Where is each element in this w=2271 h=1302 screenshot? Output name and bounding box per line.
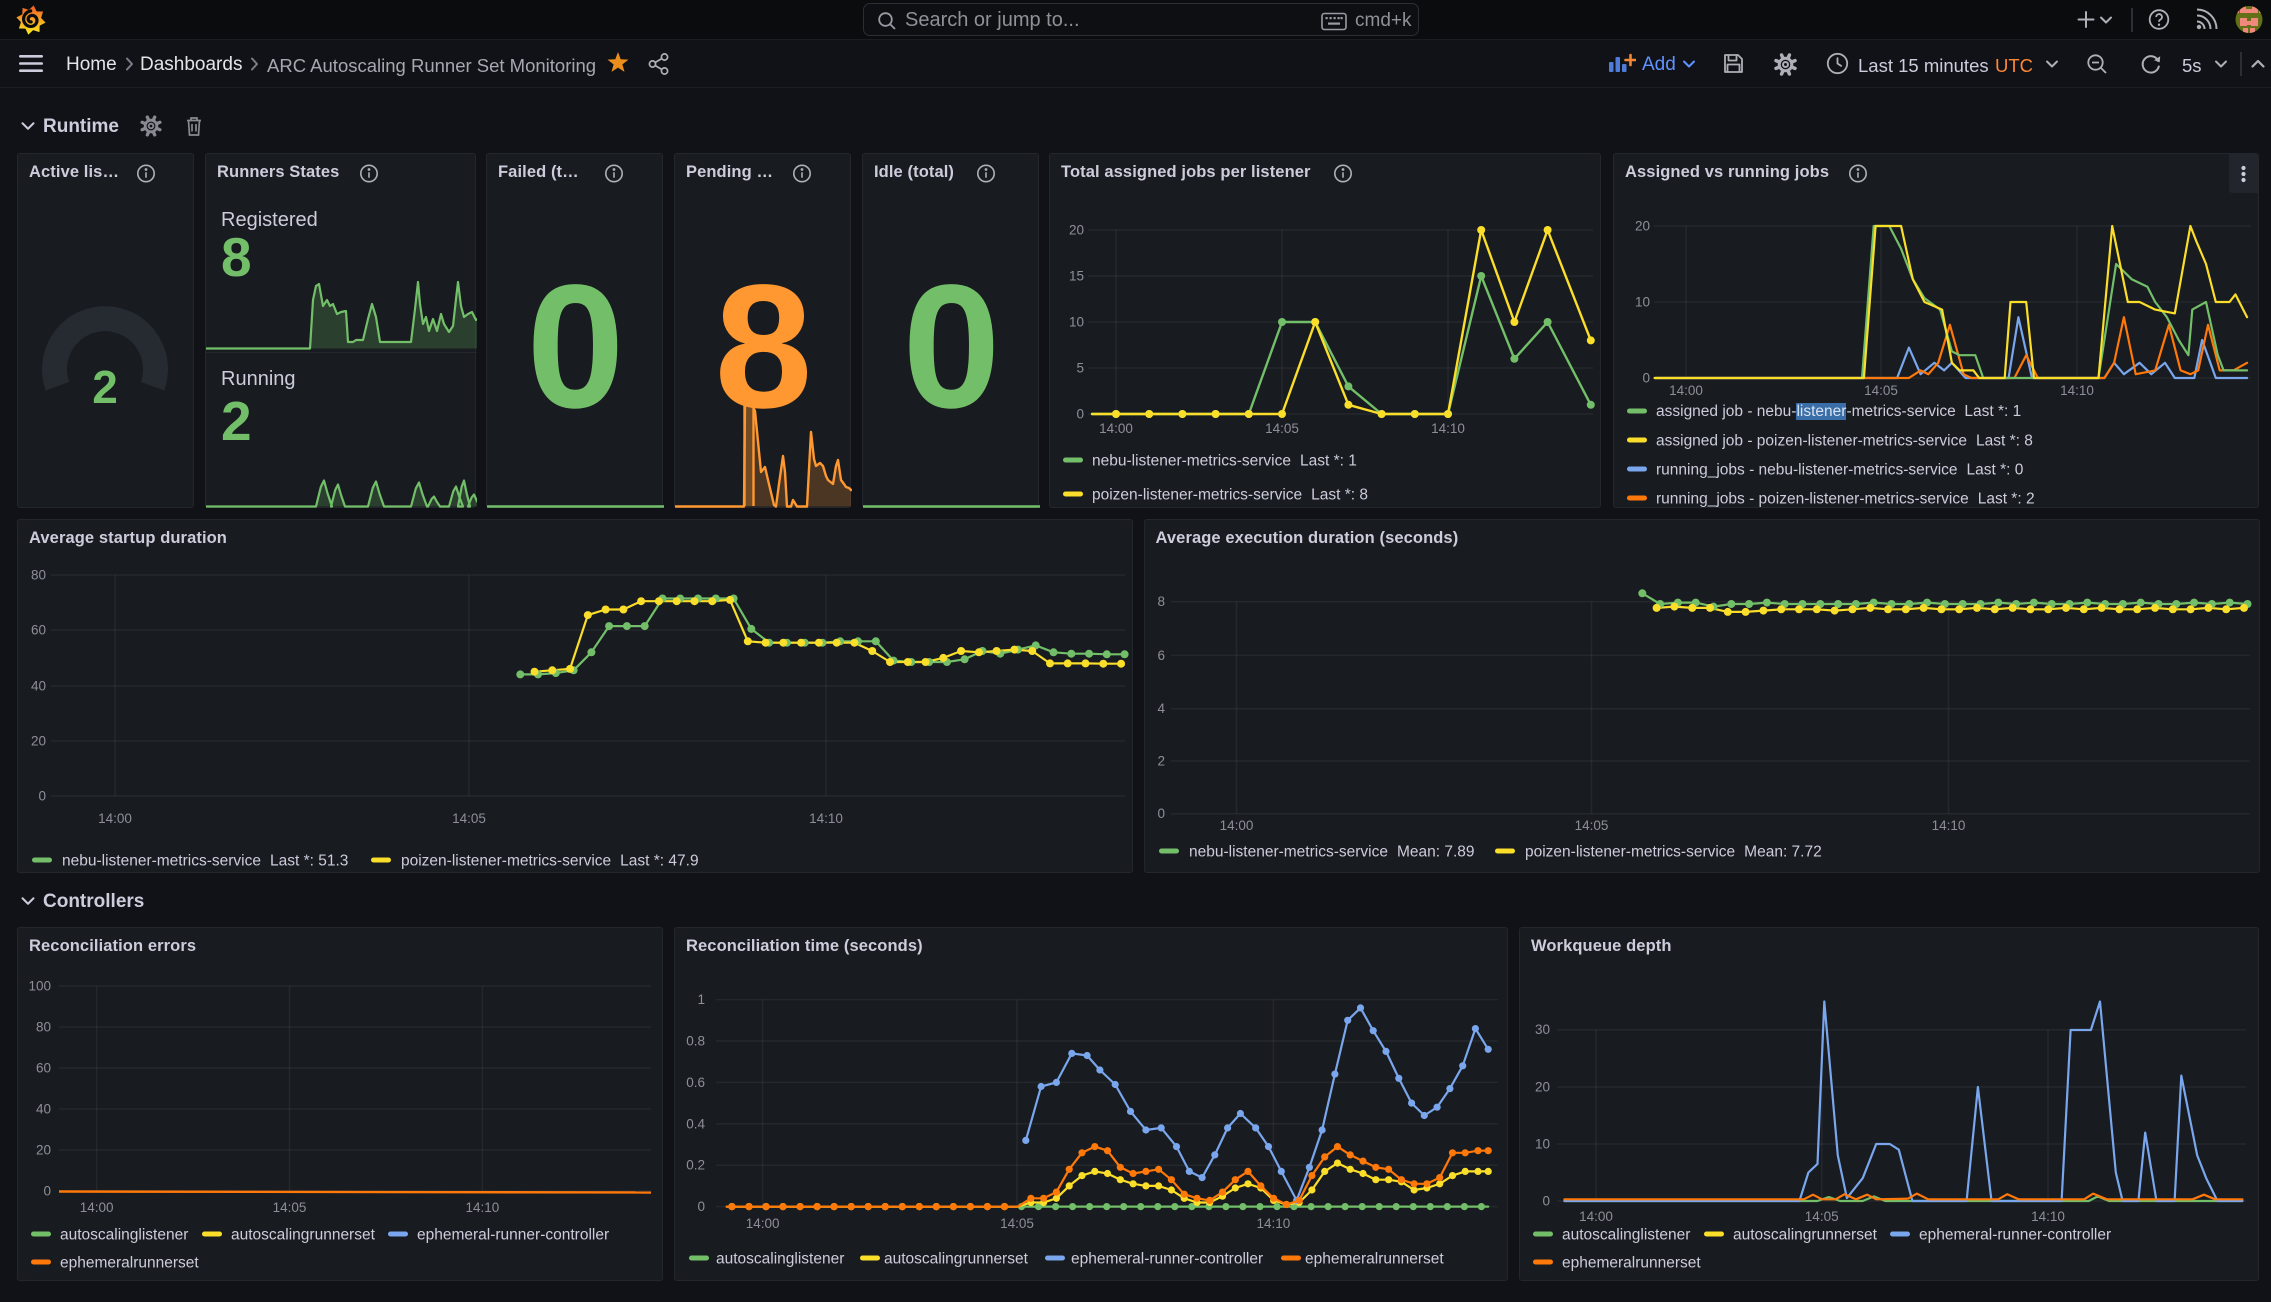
svg-text:80: 80 bbox=[31, 568, 46, 583]
svg-text:15: 15 bbox=[1069, 269, 1084, 284]
svg-text:14:00: 14:00 bbox=[1099, 421, 1133, 436]
svg-text:assigned job - poizen-listener: assigned job - poizen-listener-metrics-s… bbox=[1656, 433, 2033, 450]
svg-text:14:05: 14:05 bbox=[1000, 1216, 1034, 1231]
svg-text:14:00: 14:00 bbox=[1219, 818, 1253, 833]
svg-text:5: 5 bbox=[1076, 361, 1084, 376]
svg-text:14:05: 14:05 bbox=[273, 1200, 307, 1215]
svg-text:10: 10 bbox=[1635, 295, 1650, 310]
svg-text:autoscalinglistener: autoscalinglistener bbox=[716, 1251, 844, 1268]
svg-text:ephemeralrunnerset: ephemeralrunnerset bbox=[1305, 1251, 1444, 1268]
svg-text:poizen-listener-metrics-servic: poizen-listener-metrics-service Mean: 7.7… bbox=[1525, 844, 1822, 861]
svg-text:4: 4 bbox=[1157, 701, 1165, 716]
svg-text:0: 0 bbox=[1076, 407, 1084, 422]
svg-text:ephemeralrunnerset: ephemeralrunnerset bbox=[1562, 1255, 1701, 1272]
svg-text:14:05: 14:05 bbox=[1864, 383, 1898, 398]
svg-text:80: 80 bbox=[36, 1020, 51, 1035]
svg-text:0: 0 bbox=[1642, 371, 1650, 386]
svg-text:8: 8 bbox=[1157, 594, 1165, 609]
svg-text:14:10: 14:10 bbox=[2031, 1209, 2065, 1224]
svg-text:20: 20 bbox=[1069, 223, 1084, 238]
svg-text:14:10: 14:10 bbox=[1431, 421, 1465, 436]
svg-text:ephemeral-runner-controller: ephemeral-runner-controller bbox=[1071, 1251, 1263, 1268]
svg-text:14:10: 14:10 bbox=[809, 811, 843, 826]
svg-text:autoscalingrunnerset: autoscalingrunnerset bbox=[884, 1251, 1029, 1268]
svg-text:20: 20 bbox=[1535, 1080, 1550, 1095]
svg-text:ephemeralrunnerset: ephemeralrunnerset bbox=[60, 1255, 199, 1272]
svg-text:running_jobs - nebu-listener-m: running_jobs - nebu-listener-metrics-ser… bbox=[1656, 462, 2024, 479]
svg-text:2: 2 bbox=[1157, 754, 1165, 769]
svg-text:0: 0 bbox=[697, 1199, 705, 1214]
svg-text:14:05: 14:05 bbox=[1265, 421, 1299, 436]
svg-text:14:00: 14:00 bbox=[1579, 1209, 1613, 1224]
svg-text:0.4: 0.4 bbox=[686, 1116, 705, 1131]
svg-text:14:10: 14:10 bbox=[2060, 383, 2094, 398]
svg-text:14:10: 14:10 bbox=[1257, 1216, 1291, 1231]
svg-text:0: 0 bbox=[43, 1184, 51, 1199]
svg-text:100: 100 bbox=[28, 979, 51, 994]
svg-text:autoscalinglistener: autoscalinglistener bbox=[1562, 1227, 1690, 1244]
svg-text:ephemeral-runner-controller: ephemeral-runner-controller bbox=[417, 1227, 609, 1244]
svg-text:autoscalinglistener: autoscalinglistener bbox=[60, 1227, 188, 1244]
svg-text:30: 30 bbox=[1535, 1022, 1550, 1037]
svg-text:20: 20 bbox=[36, 1143, 51, 1158]
svg-text:6: 6 bbox=[1157, 648, 1165, 663]
svg-text:14:05: 14:05 bbox=[452, 811, 486, 826]
svg-text:14:00: 14:00 bbox=[746, 1216, 780, 1231]
svg-text:40: 40 bbox=[31, 679, 46, 694]
svg-text:40: 40 bbox=[36, 1102, 51, 1117]
svg-text:14:05: 14:05 bbox=[1805, 1209, 1839, 1224]
svg-text:20: 20 bbox=[31, 734, 46, 749]
svg-text:1: 1 bbox=[697, 992, 705, 1007]
svg-text:2: 2 bbox=[92, 361, 118, 413]
svg-text:14:05: 14:05 bbox=[1574, 818, 1608, 833]
svg-text:10: 10 bbox=[1069, 315, 1084, 330]
svg-text:autoscalingrunnerset: autoscalingrunnerset bbox=[1733, 1227, 1878, 1244]
svg-text:14:00: 14:00 bbox=[98, 811, 132, 826]
svg-text:0.6: 0.6 bbox=[686, 1075, 705, 1090]
svg-text:14:10: 14:10 bbox=[466, 1200, 500, 1215]
svg-text:0: 0 bbox=[1542, 1194, 1550, 1209]
svg-text:running_jobs - poizen-listener: running_jobs - poizen-listener-metrics-s… bbox=[1656, 491, 2035, 508]
svg-text:60: 60 bbox=[36, 1061, 51, 1076]
svg-text:poizen-listener-metrics-servic: poizen-listener-metrics-service Last *: 4… bbox=[401, 853, 699, 870]
svg-text:14:00: 14:00 bbox=[80, 1200, 114, 1215]
svg-text:60: 60 bbox=[31, 623, 46, 638]
svg-text:autoscalingrunnerset: autoscalingrunnerset bbox=[231, 1227, 376, 1244]
svg-text:0: 0 bbox=[1157, 806, 1165, 821]
svg-text:0.2: 0.2 bbox=[686, 1158, 705, 1173]
svg-text:14:00: 14:00 bbox=[1669, 383, 1703, 398]
svg-text:poizen-listener-metrics-servic: poizen-listener-metrics-service Last *: 8 bbox=[1092, 487, 1368, 504]
svg-text:0.8: 0.8 bbox=[686, 1034, 705, 1049]
svg-text:20: 20 bbox=[1635, 219, 1650, 234]
svg-text:10: 10 bbox=[1535, 1137, 1550, 1152]
svg-text:ephemeral-runner-controller: ephemeral-runner-controller bbox=[1919, 1227, 2111, 1244]
svg-text:14:10: 14:10 bbox=[1931, 818, 1965, 833]
svg-text:0: 0 bbox=[38, 789, 46, 804]
